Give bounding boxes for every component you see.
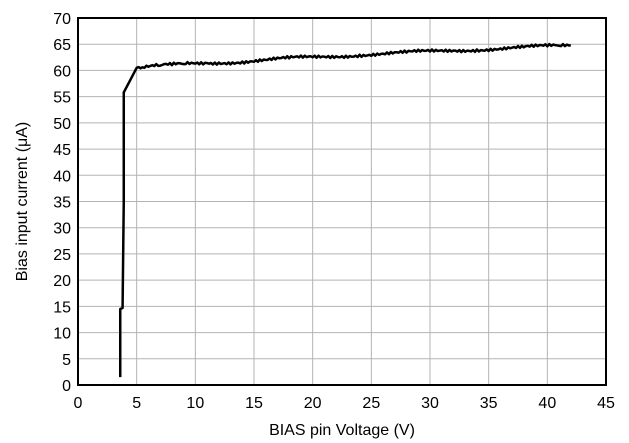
x-tick-label: 0	[74, 395, 83, 412]
y-tick-label: 0	[62, 378, 71, 395]
x-tick-label: 15	[245, 395, 263, 412]
series-line-bias-current	[118, 42, 571, 378]
y-tick-label: 15	[53, 299, 71, 316]
y-tick-label: 10	[53, 326, 71, 343]
plot-frame	[77, 17, 607, 386]
x-tick-label: 5	[132, 395, 141, 412]
grid	[77, 17, 607, 386]
x-tick-label: 45	[597, 395, 615, 412]
y-tick-labels: 0 5 10 15 20 25 30 35 40 45 50 55 60 65 70	[53, 11, 71, 395]
x-tick-label: 35	[480, 395, 498, 412]
y-tick-label: 35	[53, 195, 71, 212]
y-axis-title: Bias input current (μA)	[14, 122, 31, 282]
y-tick-label: 20	[53, 273, 71, 290]
y-tick-label: 50	[53, 116, 71, 133]
y-tick-label: 5	[62, 352, 71, 369]
x-tick-label: 30	[421, 395, 439, 412]
x-tick-label: 25	[362, 395, 380, 412]
y-tick-label: 70	[53, 11, 71, 28]
x-tick-label: 40	[538, 395, 556, 412]
x-tick-label: 20	[304, 395, 322, 412]
x-tick-label: 10	[186, 395, 204, 412]
y-tick-label: 40	[53, 168, 71, 185]
y-tick-label: 55	[53, 90, 71, 107]
y-tick-label: 45	[53, 142, 71, 159]
y-tick-label: 60	[53, 63, 71, 80]
y-tick-label: 30	[53, 221, 71, 238]
x-tick-labels: 0 5 10 15 20 25 30 35 40 45	[74, 395, 615, 412]
y-tick-label: 25	[53, 247, 71, 264]
y-tick-label: 65	[53, 37, 71, 54]
x-axis-title: BIAS pin Voltage (V)	[269, 422, 415, 439]
